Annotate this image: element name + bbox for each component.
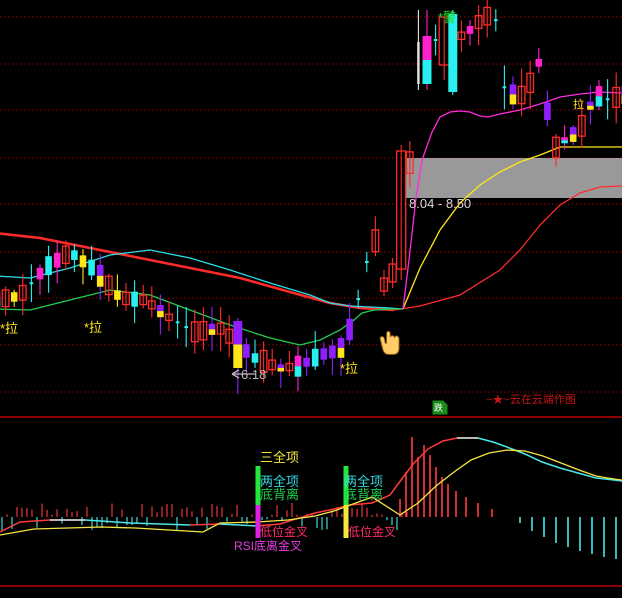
svg-text:8.04 - 8.50: 8.04 - 8.50 bbox=[409, 196, 471, 211]
svg-text:*拉: *拉 bbox=[340, 361, 358, 376]
svg-text:低位金叉: 低位金叉 bbox=[260, 524, 308, 539]
svg-text:RSI底离金叉: RSI底离金叉 bbox=[234, 538, 302, 553]
svg-text:低位金叉: 低位金叉 bbox=[348, 524, 396, 539]
svg-text:*警: *警 bbox=[438, 10, 456, 25]
svg-text:三全项: 三全项 bbox=[260, 450, 299, 465]
svg-text:底背离: 底背离 bbox=[344, 487, 383, 502]
svg-text:~★~云在云端作图: ~★~云在云端作图 bbox=[486, 393, 576, 406]
svg-text:拉: 拉 bbox=[573, 97, 584, 111]
svg-text:底背离: 底背离 bbox=[260, 487, 299, 502]
svg-text:*拉: *拉 bbox=[84, 320, 102, 335]
svg-text:跌: 跌 bbox=[434, 403, 443, 413]
svg-text:*拉: *拉 bbox=[0, 321, 18, 336]
svg-text:6.18: 6.18 bbox=[241, 367, 266, 382]
